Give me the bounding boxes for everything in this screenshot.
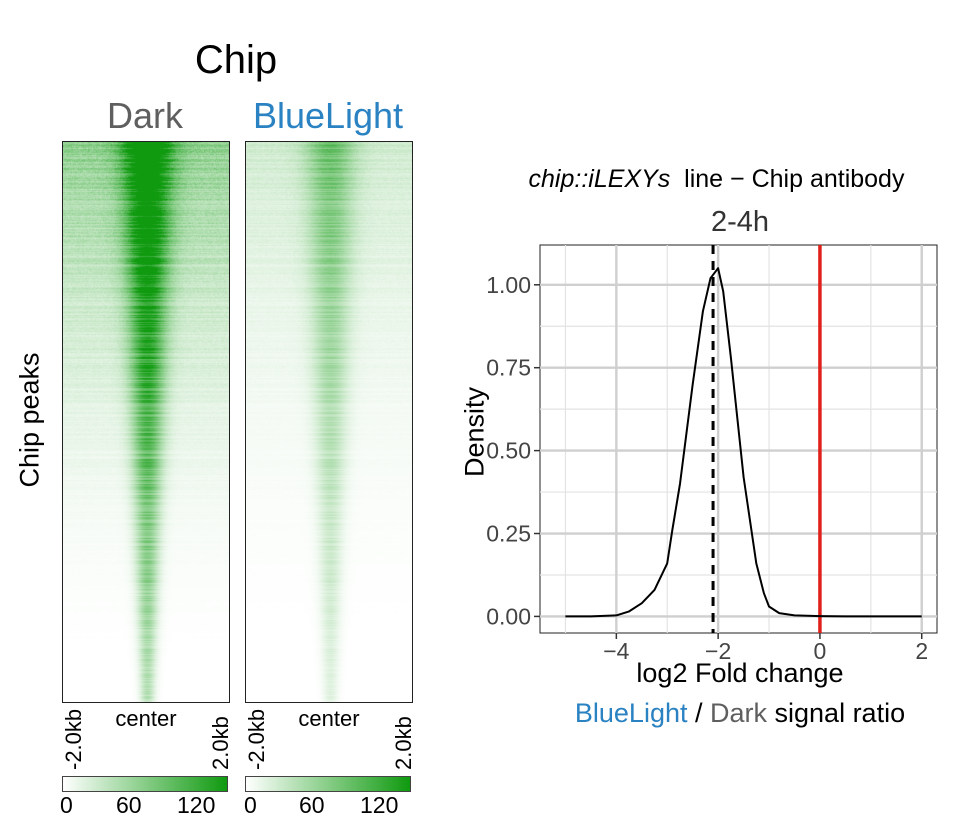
figure-title: Chip	[194, 38, 278, 82]
dark-x-tick-right: 2.0kb	[208, 716, 233, 770]
bluelight-x-tick-left: -2.0kb	[244, 708, 269, 770]
density-curve	[565, 267, 922, 618]
density-chart-title: chip::iLEXYs line − Chip antibody	[455, 165, 978, 194]
dark-panel-title: Dark	[106, 95, 183, 136]
y-tick-label: 0.25	[486, 521, 531, 547]
density-x-axis-label: log2 Fold change	[636, 658, 844, 688]
y-tick-label: 0.75	[486, 355, 531, 381]
caption-bluelight: BlueLight	[574, 698, 688, 728]
x-tick-label: 2	[915, 638, 928, 664]
y-tick-label: 1.00	[486, 272, 531, 298]
heatmap-y-axis-label: Chip peaks	[14, 352, 45, 488]
y-tick-label: 0.50	[486, 438, 531, 464]
bluelight-colorbar-tick-60: 60	[299, 792, 325, 818]
y-tick-label: 0.00	[486, 603, 531, 629]
bluelight-heatmap-canvas	[246, 142, 412, 702]
density-chart-subtitle: 2-4h	[710, 206, 770, 238]
dark-colorbar-tick-120: 120	[177, 792, 216, 818]
dark-heatmap-canvas	[63, 142, 229, 702]
dark-colorbar	[62, 776, 228, 792]
x-tick-label: −4	[603, 638, 629, 664]
density-chart: −4 −2 0 2 0.00 0.25 0.50 0.75 1.00	[486, 244, 938, 664]
bluelight-panel-title: BlueLight	[252, 95, 404, 136]
caption-separator: /	[687, 698, 710, 728]
bluelight-heatmap	[245, 141, 413, 703]
dark-colorbar-tick-0: 0	[60, 792, 73, 818]
density-title-rest: line − Chip antibody	[684, 165, 905, 193]
x-tick-label: 0	[814, 638, 827, 664]
dark-x-tick-left: -2.0kb	[61, 708, 86, 770]
bluelight-colorbar	[245, 776, 411, 792]
density-caption: BlueLight / Dark signal ratio	[540, 698, 940, 729]
x-tick-label: −2	[705, 638, 731, 664]
bluelight-x-tick-right: 2.0kb	[391, 716, 416, 770]
caption-dark: Dark	[710, 698, 768, 728]
bluelight-colorbar-tick-120: 120	[360, 792, 399, 818]
caption-rest: signal ratio	[767, 698, 906, 728]
bluelight-x-tick-center: center	[298, 706, 360, 731]
density-title-line-name: chip::iLEXYs	[528, 165, 671, 193]
dark-x-tick-center: center	[115, 706, 177, 731]
bluelight-colorbar-tick-0: 0	[244, 792, 257, 818]
dark-heatmap	[62, 141, 230, 703]
dark-colorbar-tick-60: 60	[116, 792, 142, 818]
